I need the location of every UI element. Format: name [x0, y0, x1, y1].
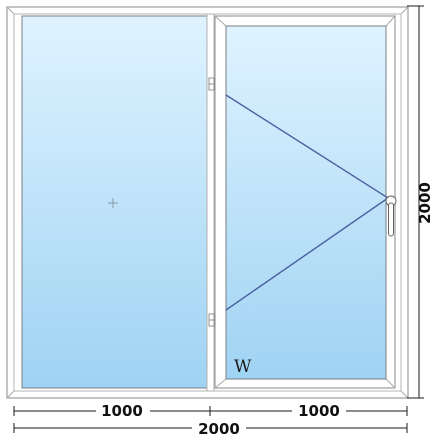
bottom-hinge-icon: [208, 313, 215, 327]
fixed-pane-marker-icon: [108, 198, 118, 208]
pane-width-dimensions: 1000 1000: [13, 402, 408, 420]
mullion: [206, 13, 215, 392]
right-width-label: 1000: [298, 402, 340, 420]
top-hinge-icon: [208, 77, 215, 91]
left-pane-fixed[interactable]: [21, 15, 208, 389]
handle-icon[interactable]: [385, 195, 397, 237]
total-width-dimension: 2000: [13, 420, 408, 436]
sash-label: W: [234, 357, 252, 377]
height-dimension: 2000: [407, 5, 433, 399]
left-width-label: 1000: [101, 402, 143, 420]
height-dimension-label: 2000: [416, 182, 433, 224]
right-sash[interactable]: W: [208, 15, 397, 389]
total-width-label: 2000: [198, 420, 240, 436]
